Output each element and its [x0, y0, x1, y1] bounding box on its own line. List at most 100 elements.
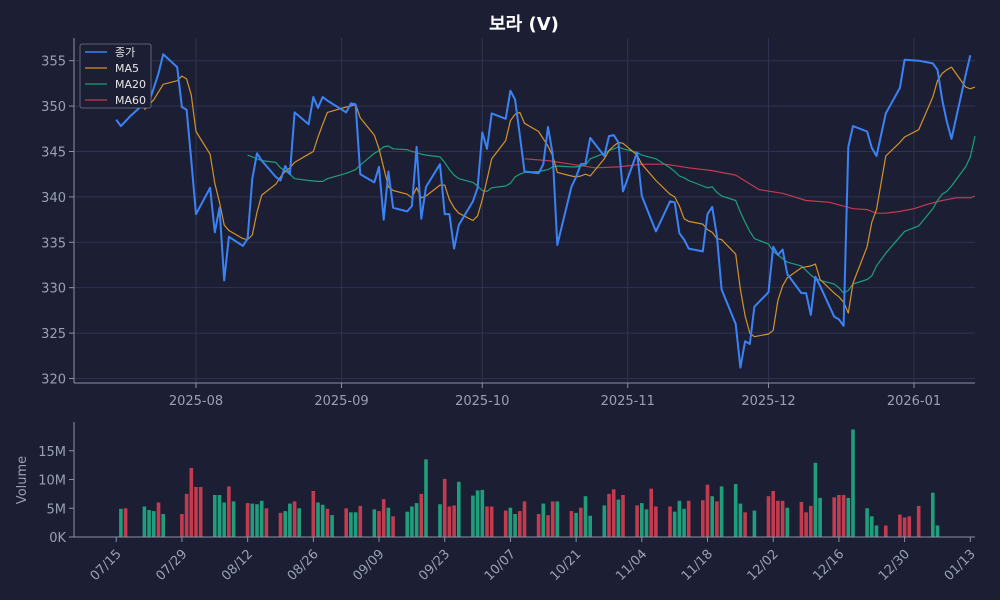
volume-bar [907, 516, 912, 537]
volume-bar [654, 506, 658, 537]
volume-bar [311, 491, 316, 537]
volume-bar [841, 495, 846, 537]
volume-bar [884, 525, 888, 537]
volume-bar [503, 510, 508, 537]
legend-item-close: 종가 [85, 46, 135, 59]
volume-bar [419, 493, 424, 537]
volume-bar [142, 506, 147, 537]
volume-bar [358, 505, 363, 537]
volume-bar [227, 486, 231, 537]
volume-bar [672, 511, 677, 537]
x-tick-label: 2025-08 [169, 394, 223, 409]
volume-bar [405, 511, 409, 537]
volume-bar [231, 501, 236, 537]
x-tick-label: 2025-12 [741, 394, 795, 409]
y-tick-label: 335 [41, 236, 66, 251]
volume-bar [283, 511, 287, 537]
volume-bar [264, 508, 269, 538]
legend-box [79, 43, 152, 109]
volume-bar [846, 497, 851, 537]
volume-bar [424, 459, 428, 537]
chart-title: 보라 (V) [489, 14, 559, 35]
volume-bar [198, 487, 203, 537]
volume-bar [677, 500, 682, 537]
volume-bar [353, 512, 358, 537]
volume-bar [471, 495, 475, 537]
volume-bar [349, 512, 353, 537]
volume-bar [733, 484, 738, 537]
price-grid [74, 38, 975, 383]
volume-bar [686, 500, 691, 537]
volume-bar [255, 504, 259, 537]
volume-bar [902, 517, 907, 537]
y-tick-label: 355 [41, 55, 66, 70]
volume-bar [649, 488, 653, 537]
volume-bar [607, 493, 611, 537]
volume-bar [278, 512, 283, 537]
legend-label: MA5 [115, 62, 139, 75]
volume-bar [809, 505, 813, 537]
volume-bar [588, 515, 592, 537]
volume-bar [550, 501, 555, 537]
legend-label: 종가 [115, 46, 135, 59]
legend-label: MA60 [115, 94, 146, 107]
volume-bar [555, 501, 560, 537]
volume-y-tick-label: 15M [38, 445, 66, 460]
volume-bar [579, 507, 583, 537]
volume-bar [715, 501, 719, 537]
volume-bar [832, 497, 836, 537]
volume-bar [259, 500, 264, 537]
volume-bar [377, 511, 381, 537]
volume-bar [518, 511, 522, 537]
volume-bar [644, 509, 649, 537]
price-panel: 320 325 330 335 340 345 350 355 2025-08 2025-09 20… [41, 38, 976, 409]
volume-bar [161, 514, 165, 537]
volume-bar [189, 468, 194, 537]
volume-bar [935, 525, 940, 537]
volume-bar [508, 507, 513, 537]
close-line [115, 53, 972, 369]
legend: 종가 MA5 MA20 MA60 [79, 43, 152, 109]
volume-bar [705, 484, 710, 537]
volume-bar [635, 505, 639, 537]
volume-bar [457, 481, 461, 537]
volume-bar [621, 495, 625, 537]
volume-bar [180, 514, 184, 537]
volume-bar [780, 500, 785, 537]
volume-bar [372, 509, 377, 537]
y-tick-label: 350 [41, 100, 66, 115]
volume-bar [574, 512, 578, 537]
volume-bar [813, 462, 818, 537]
volume-bar [480, 489, 485, 537]
volume-bar [194, 487, 198, 537]
legend-item-ma5: MA5 [85, 62, 139, 75]
volume-bar [616, 499, 621, 537]
volume-bar [452, 505, 456, 537]
volume-bar [410, 506, 414, 537]
volume-bar [119, 508, 123, 537]
volume-bar [447, 506, 452, 537]
x-tick-label: 2026-01 [887, 394, 941, 409]
volume-bar [668, 506, 672, 537]
volume-bar [710, 496, 714, 537]
volume-bar [213, 495, 217, 537]
volume-axis-label: Volume [15, 456, 30, 504]
volume-bar [682, 508, 686, 537]
volume-bar [386, 507, 391, 537]
volume-bar [569, 511, 574, 537]
volume-bar [719, 486, 724, 537]
price-axes: 320 325 330 335 340 345 350 355 2025-08 2025-09 20… [41, 38, 975, 409]
y-tick-label: 325 [41, 327, 66, 342]
y-tick-label: 330 [41, 282, 66, 297]
volume-bar [870, 516, 874, 537]
volume-bar [701, 500, 705, 537]
volume-bar [381, 499, 386, 537]
price-lines [115, 53, 976, 369]
volume-bar [541, 503, 546, 537]
volume-bar [776, 500, 780, 537]
volume-bar [485, 506, 489, 537]
volume-bar [837, 495, 841, 537]
volume-bar [489, 506, 494, 537]
ma5-line [143, 66, 976, 338]
